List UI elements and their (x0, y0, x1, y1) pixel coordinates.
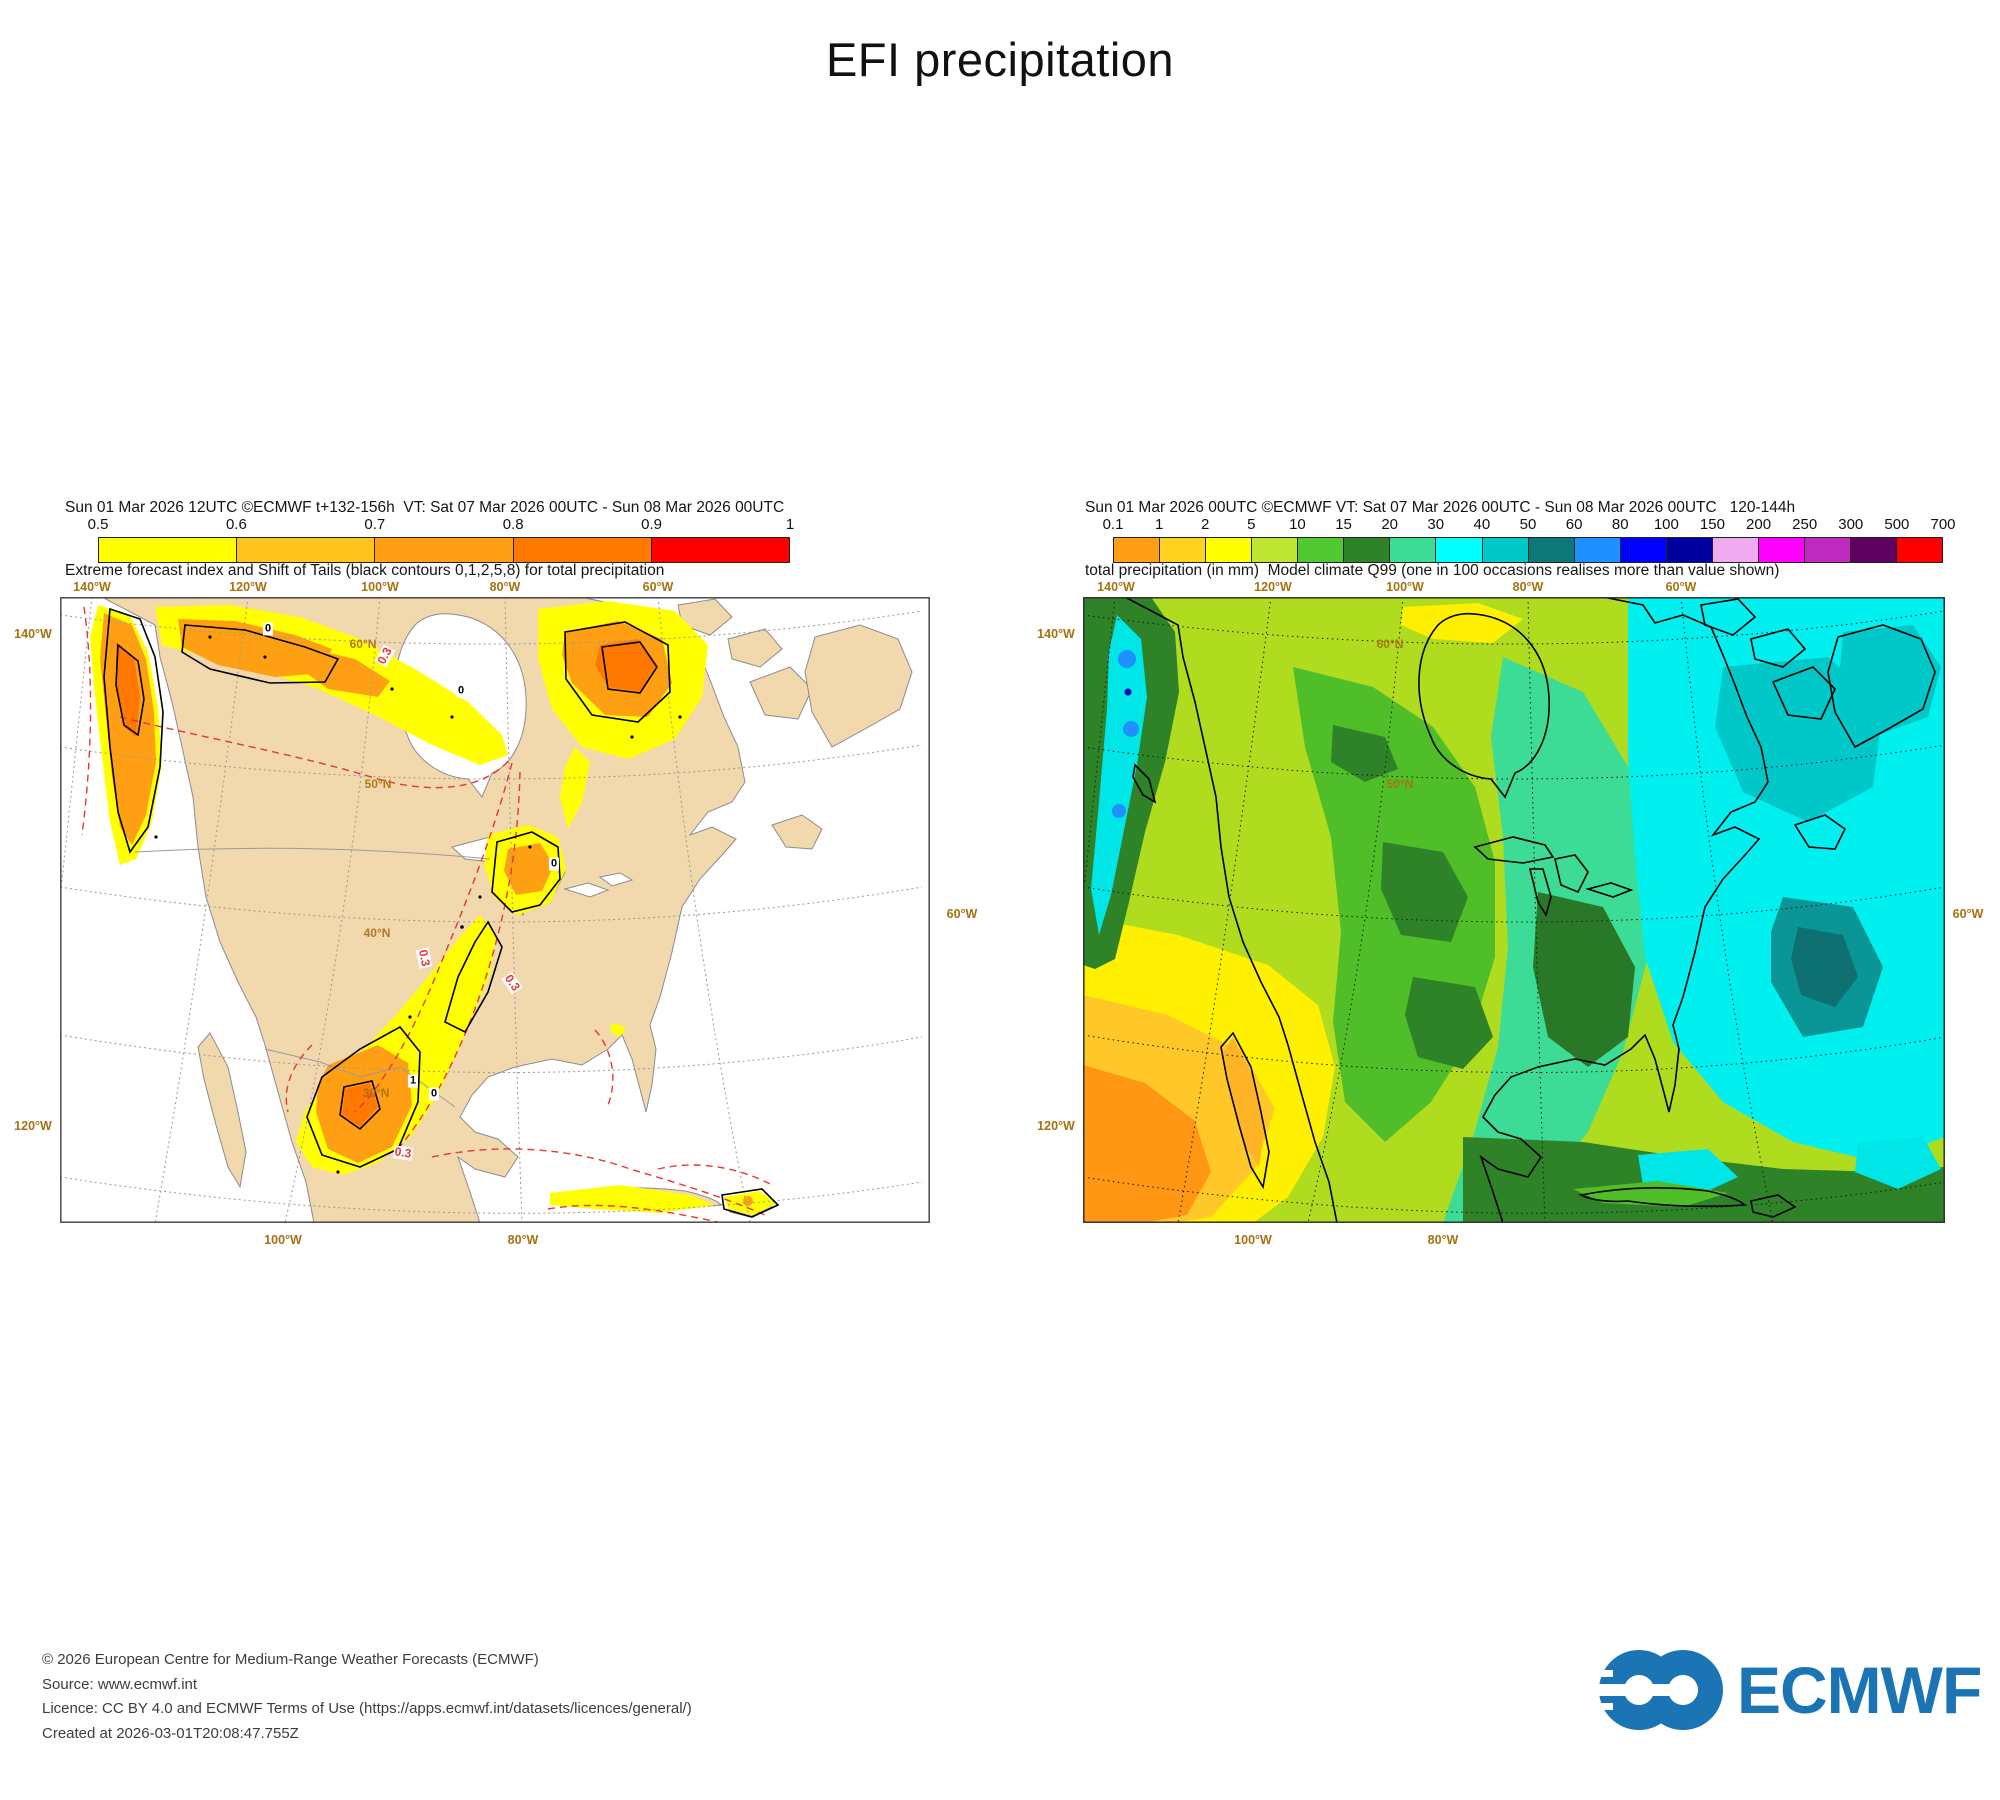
precip-colorbar-swatch (1528, 538, 1575, 562)
left-map-graticule-label: 60°W (946, 907, 978, 921)
precip-colorbar-swatch (1390, 538, 1437, 562)
efi-map-canvas (19, 596, 930, 1224)
coastlines (1124, 596, 1936, 1224)
ecmwf-logo-mark (1595, 1650, 1723, 1730)
right-panel-header: Sun 01 Mar 2026 00UTC ©ECMWF VT: Sat 07 … (1085, 455, 1795, 623)
efi-colorbar-tick: 0.6 (225, 516, 247, 533)
efi-colorbar-tick: 0.5 (87, 516, 109, 533)
left-header-line1: Sun 01 Mar 2026 12UTC ©ECMWF t+132-156h … (65, 499, 785, 516)
right-map-graticule-label: 140°W (1037, 627, 1075, 641)
efi-colorbar-swatch (651, 538, 790, 562)
precip-colorbar: 0.1 1 2 5 10 15 20 30 40 50 60 80 100 150 200 250 300 500… (1103, 516, 1956, 563)
map-frame (60, 597, 930, 1223)
precip-colorbar-swatch (1574, 538, 1621, 562)
footer-line: Source: www.ecmwf.int (42, 1675, 198, 1693)
right-map-graticule-label: 120°W (1037, 1119, 1075, 1133)
precip-colorbar-swatch (1804, 538, 1851, 562)
left-map-graticule-label: 100°W (264, 1233, 302, 1247)
footer-line: Created at 2026-03-01T20:08:47.755Z (42, 1724, 299, 1742)
precip-colorbar-swatch (1897, 538, 1943, 562)
precip-colorbar-swatch (1436, 538, 1483, 562)
efi-shading (90, 601, 776, 1215)
precip-colorbar-tick: 40 (1473, 516, 1491, 533)
efi-colorbar-tick: 0.7 (364, 516, 386, 533)
efi-map (19, 596, 930, 1224)
precip-colorbar-swatch (1206, 538, 1253, 562)
precip-colorbar-tick: 60 (1565, 516, 1583, 533)
right-map-graticule-label: 80°W (1427, 1233, 1459, 1247)
right-map-graticule-label: 60°W (1952, 907, 1984, 921)
ecmwf-logo-text: ECMWF (1737, 1653, 1982, 1727)
efi-colorbar-swatch (513, 538, 652, 562)
left-map-graticule-label: 80°W (507, 1233, 539, 1247)
precip-colorbar-tick: 50 (1519, 516, 1537, 533)
precip-colorbar-tick: 300 (1838, 516, 1864, 533)
left-map-graticule-label: 120°W (14, 1119, 52, 1133)
precip-colorbar-tick: 80 (1611, 516, 1629, 533)
precip-colorbar-swatch (1620, 538, 1667, 562)
precip-colorbar-swatch (1298, 538, 1345, 562)
precip-shading (1083, 597, 1945, 1223)
precip-colorbar-swatch (1851, 538, 1898, 562)
precip-colorbar-tick: 0.1 (1102, 516, 1124, 533)
efi-colorbar-swatches (98, 537, 790, 563)
precip-colorbar-swatch (1160, 538, 1207, 562)
precip-colorbar-tick: 15 (1335, 516, 1352, 533)
precip-colorbar-swatch (1114, 538, 1161, 562)
map-frame (1083, 597, 1945, 1223)
precip-map (1042, 596, 1946, 1224)
precip-colorbar-tick: 250 (1792, 516, 1818, 533)
precip-colorbar-tick: 1 (1154, 516, 1164, 533)
efi-colorbar-tick: 0.8 (502, 516, 524, 533)
efi-colorbar-swatch (237, 538, 376, 562)
efi-colorbar-tick-labels: 0.5 0.6 0.7 0.8 0.9 1 (88, 516, 795, 534)
precip-colorbar-tick: 10 (1289, 516, 1306, 533)
precip-map-canvas (1042, 596, 1946, 1224)
efi-colorbar: 0.5 0.6 0.7 0.8 0.9 1 (88, 516, 794, 563)
precip-colorbar-tick: 2 (1201, 516, 1210, 533)
precip-colorbar-tick: 150 (1699, 516, 1725, 533)
right-header-line1: Sun 01 Mar 2026 00UTC ©ECMWF VT: Sat 07 … (1085, 499, 1796, 516)
ecmwf-logo: ECMWF (1595, 1646, 1982, 1734)
efi-colorbar-tick: 0.9 (641, 516, 663, 533)
precip-colorbar-tick: 100 (1653, 516, 1679, 533)
precip-colorbar-swatch (1344, 538, 1391, 562)
precip-colorbar-swatch (1482, 538, 1529, 562)
right-header-line2: total precipitation (in mm) Model climat… (1085, 562, 1780, 579)
precip-colorbar-tick: 5 (1247, 516, 1256, 533)
precip-colorbar-swatch (1252, 538, 1299, 562)
red-dashed-contours (81, 606, 773, 1223)
efi-colorbar-swatch (99, 538, 238, 562)
precip-colorbar-tick: 500 (1884, 516, 1910, 533)
page-title: EFI precipitation (825, 33, 1175, 86)
efi-colorbar-tick: 1 (785, 516, 795, 533)
precip-colorbar-tick: 700 (1930, 516, 1956, 533)
precip-colorbar-swatches (1113, 537, 1943, 563)
precip-colorbar-swatch (1666, 538, 1713, 562)
precip-colorbar-tick: 20 (1381, 516, 1398, 533)
precip-colorbar-tick: 30 (1427, 516, 1445, 533)
shift-of-tails-dots (154, 635, 682, 1174)
right-map-graticule-label: 100°W (1234, 1233, 1272, 1247)
left-panel-header: Sun 01 Mar 2026 12UTC ©ECMWF t+132-156h … (65, 455, 784, 623)
left-map-graticule-label: 140°W (14, 627, 52, 641)
efi-colorbar-swatch (375, 538, 514, 562)
footer-line: Licence: CC BY 4.0 and ECMWF Terms of Us… (42, 1700, 692, 1717)
left-header-line2: Extreme forecast index and Shift of Tail… (65, 562, 665, 579)
black-contours (103, 607, 780, 1218)
precip-colorbar-tick-labels: 0.1 1 2 5 10 15 20 30 40 50 60 80 100 150 200 250 300 500… (1103, 516, 1956, 534)
footer-attribution: © 2026 European Centre for Medium-Range … (42, 1648, 692, 1746)
precip-colorbar-swatch (1758, 538, 1805, 562)
precip-colorbar-tick: 200 (1746, 516, 1772, 533)
precip-colorbar-swatch (1712, 538, 1759, 562)
footer-line: © 2026 European Centre for Medium-Range … (42, 1651, 539, 1668)
